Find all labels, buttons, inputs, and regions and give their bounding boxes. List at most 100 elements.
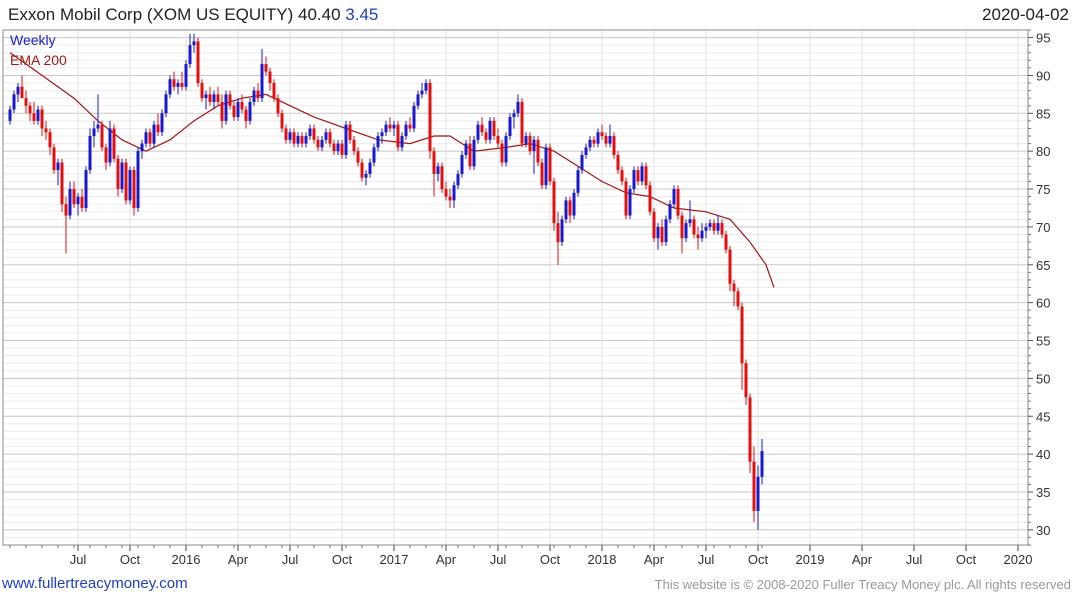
candle (536, 136, 540, 167)
candle (48, 128, 52, 155)
candle (404, 120, 408, 140)
x-tick-label: Oct (748, 552, 769, 567)
candle-body (204, 94, 208, 99)
candle-body (292, 132, 296, 144)
candle (756, 465, 760, 530)
x-tick-label: Apr (228, 552, 249, 567)
legend-entry: Weekly (10, 32, 56, 48)
candle (128, 166, 132, 205)
candle-body (36, 109, 40, 121)
candle-body (336, 143, 340, 152)
y-tick-label: 85 (1036, 106, 1050, 121)
candle (568, 196, 572, 224)
x-tick-label: 2019 (796, 552, 825, 567)
candle-body (272, 83, 276, 99)
candle (580, 151, 584, 174)
candle (256, 83, 260, 102)
candle-body (512, 113, 516, 118)
candle (344, 120, 348, 159)
candle-body (48, 132, 52, 148)
candle (612, 132, 616, 159)
candle (464, 139, 468, 159)
candle (208, 86, 212, 106)
candle-body (748, 397, 752, 462)
candle-body (476, 124, 480, 140)
candle (132, 166, 136, 216)
candle-body (568, 200, 572, 216)
candle (760, 438, 764, 485)
candle-body (380, 132, 384, 137)
candle-body (80, 196, 84, 208)
candle (252, 86, 256, 106)
candle-body (20, 86, 24, 99)
candle (52, 143, 56, 174)
candle (152, 120, 156, 148)
candle-body (528, 136, 532, 152)
candle (700, 223, 704, 243)
candle (232, 101, 236, 121)
candle (176, 79, 180, 95)
candle (24, 90, 28, 114)
candle-body (736, 291, 740, 307)
candle (324, 128, 328, 144)
candle-body (72, 189, 76, 205)
candle (444, 181, 448, 201)
candle-body (172, 79, 176, 87)
candle-body (52, 147, 56, 171)
candle-body (144, 132, 148, 144)
candle-body (384, 124, 388, 133)
candle (116, 154, 120, 197)
candle (476, 120, 480, 144)
candle-body (416, 94, 420, 106)
candle (504, 132, 508, 167)
footer-copyright: This website is © 2008-2020 Fuller Treac… (654, 577, 1071, 592)
candle-body (704, 226, 708, 231)
candle (660, 219, 664, 246)
candle-body (324, 132, 328, 140)
candle-body (332, 143, 336, 152)
candle-body (300, 136, 304, 144)
footer-site-link[interactable]: www.fullertreacymoney.com (2, 575, 188, 592)
candle (616, 151, 620, 174)
candle (312, 124, 316, 144)
candle-body (536, 139, 540, 163)
legend: Weekly EMA 200 (10, 32, 67, 68)
candle-body (308, 128, 312, 137)
candle-body (248, 101, 252, 121)
candle (592, 136, 596, 148)
candle (692, 215, 696, 239)
candle-body (76, 196, 80, 205)
candle (88, 128, 92, 174)
candle-body (584, 147, 588, 155)
x-tick-label: Jul (490, 552, 507, 567)
candle (68, 181, 72, 220)
candle-body (460, 154, 464, 174)
candle-body (688, 219, 692, 224)
grid (3, 29, 1028, 546)
candle (408, 117, 412, 133)
candle (300, 132, 304, 148)
candle (396, 120, 400, 152)
candle-body (632, 170, 636, 190)
candle-body (108, 128, 112, 163)
candle (248, 98, 252, 125)
candle-body (196, 41, 200, 84)
candle-body (552, 181, 556, 224)
candle (436, 162, 440, 182)
y-tick-label: 45 (1036, 409, 1050, 424)
candle-body (740, 306, 744, 364)
candle-body (288, 132, 292, 140)
candle (520, 98, 524, 148)
candle (276, 94, 280, 118)
candle-body (572, 192, 576, 216)
candle (740, 302, 744, 390)
candle-body (644, 166, 648, 186)
candle-body (616, 154, 620, 171)
candle-body (372, 147, 376, 163)
candle (8, 105, 12, 125)
candle (280, 109, 284, 133)
candle-body (260, 64, 264, 99)
candle-body (564, 200, 568, 220)
x-tick-label: 2017 (380, 552, 409, 567)
candle-body (468, 143, 472, 167)
